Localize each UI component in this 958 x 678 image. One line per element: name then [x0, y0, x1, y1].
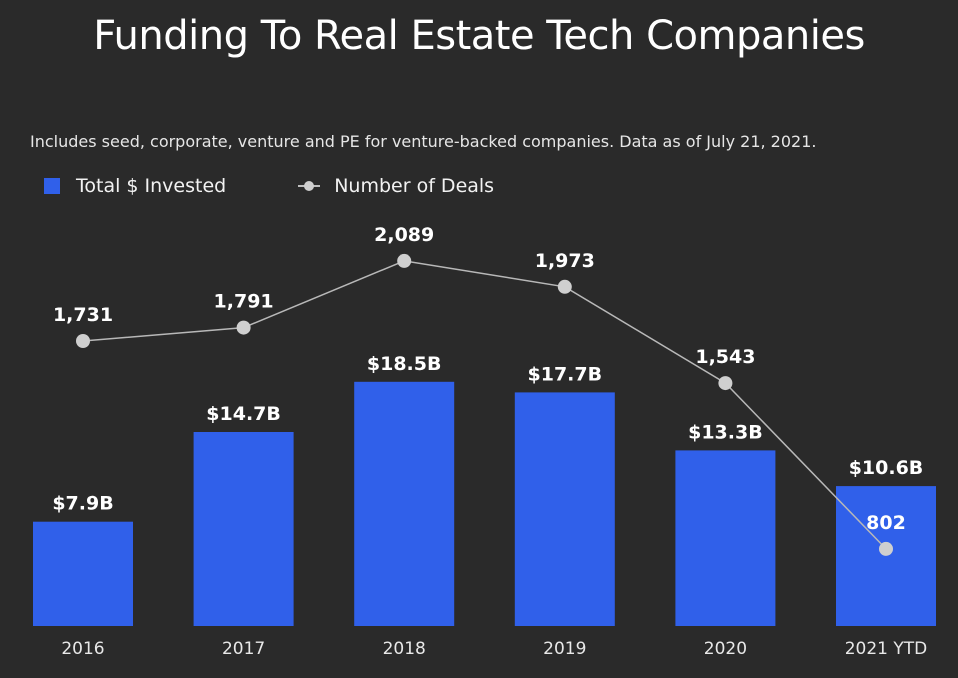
bar-2017 — [193, 432, 294, 626]
chart-legend: Total $ Invested Number of Deals — [44, 172, 494, 200]
x-tick-label: 2016 — [61, 639, 104, 659]
bars-layer — [33, 381, 936, 626]
x-axis: 2016 2017 2018 2019 2020 2021 YTD — [61, 639, 927, 659]
legend-item-total-invested: Total $ Invested — [44, 175, 226, 197]
bar-2021-ytd — [836, 486, 936, 626]
deal-point-2018 — [397, 253, 412, 268]
deal-labels-layer: 1,731 1,791 2,089 1,973 1,543 802 — [53, 224, 906, 534]
bar-labels-layer: $7.9B $14.7B $18.5B $17.7B $13.3B $10.6B — [52, 353, 923, 515]
bar-2018 — [354, 381, 455, 626]
deal-point-2020 — [718, 376, 733, 391]
bar-2020 — [675, 450, 776, 626]
deal-point-2021-ytd — [879, 541, 893, 556]
deal-value-label: 1,791 — [214, 291, 274, 313]
legend-bar-swatch-icon — [44, 178, 60, 194]
x-tick-label: 2021 YTD — [845, 639, 928, 659]
bar-value-label: $7.9B — [52, 493, 113, 515]
deal-value-label: 802 — [866, 512, 906, 534]
bar-2019 — [514, 392, 615, 626]
bar-2016 — [33, 521, 133, 626]
deals-line-layer — [76, 253, 893, 556]
x-tick-label: 2020 — [704, 639, 747, 659]
deal-point-2016 — [76, 334, 90, 348]
deals-line — [82, 260, 887, 550]
legend-item-number-of-deals: Number of Deals — [298, 175, 494, 197]
legend-label-total-invested: Total $ Invested — [76, 175, 227, 197]
x-tick-label: 2018 — [383, 639, 426, 659]
legend-line-marker-icon — [298, 178, 321, 194]
chart-subtitle: Includes seed, corporate, venture and PE… — [30, 132, 817, 151]
bar-value-label: $13.3B — [688, 421, 763, 443]
bar-value-label: $10.6B — [849, 457, 924, 479]
bar-value-label: $17.7B — [528, 363, 603, 385]
bar-value-label: $14.7B — [206, 403, 281, 425]
deal-value-label: 1,731 — [53, 304, 113, 326]
deal-value-label: 1,543 — [695, 346, 755, 368]
deal-value-label: 2,089 — [374, 224, 434, 246]
deal-value-label: 1,973 — [535, 250, 595, 272]
x-tick-label: 2017 — [222, 639, 265, 659]
chart-title: Funding To Real Estate Tech Companies — [93, 13, 865, 59]
bar-value-label: $18.5B — [367, 353, 442, 375]
deal-point-2017 — [236, 320, 251, 335]
deal-point-2019 — [557, 279, 572, 294]
x-tick-label: 2019 — [543, 639, 586, 659]
legend-label-number-of-deals: Number of Deals — [334, 175, 495, 197]
